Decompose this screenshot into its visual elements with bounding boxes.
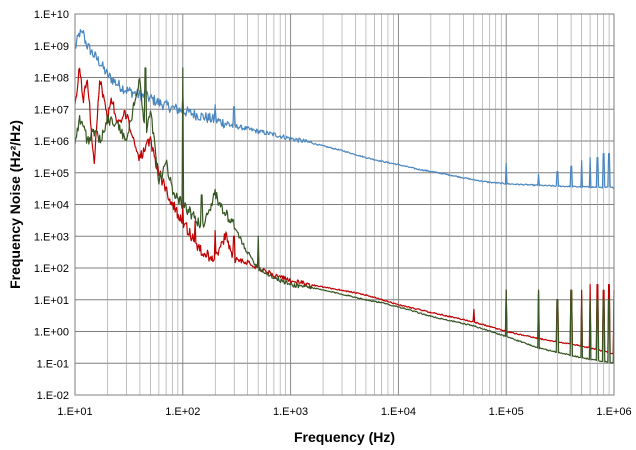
y-tick-label: 1.E-01 [37, 358, 69, 370]
y-tick-label: 1.E+04 [34, 200, 69, 212]
y-tick-label: 1.E+01 [34, 295, 69, 307]
x-tick-labels: 1.E+01 1.E+02 1.E+03 1.E+04 1.E+05 1.E+06 [57, 406, 631, 418]
y-tick-label: 1.E+08 [34, 73, 69, 85]
plot-frame [74, 13, 615, 396]
y-tick-label: 1.E+03 [34, 231, 69, 243]
series-line-2 [74, 67, 615, 355]
y-tick-label: 1.E+05 [34, 168, 69, 180]
y-axis-title: Frequency Noise (Hz²/Hz) [7, 120, 23, 289]
x-axis-title: Frequency (Hz) [294, 429, 395, 445]
x-tick-label: 1.E+05 [489, 406, 524, 418]
y-tick-label: 1.E+06 [34, 136, 69, 148]
y-tick-labels: 1.E-02 1.E-01 1.E+00 1.E+01 1.E+02 1.E+03 1.E+… [34, 9, 69, 402]
x-tick-label: 1.E+04 [381, 406, 416, 418]
y-tick-label: 1.E+09 [34, 41, 69, 53]
x-tick-label: 1.E+06 [596, 406, 631, 418]
y-tick-label: 1.E+10 [34, 9, 69, 21]
x-tick-label: 1.E+01 [57, 406, 92, 418]
y-tick-label: 1.E+07 [34, 104, 69, 116]
y-tick-label: 1.E+00 [34, 327, 69, 339]
series-layer [74, 28, 615, 364]
series-line-3 [74, 67, 615, 364]
y-tick-label: 1.E+02 [34, 263, 69, 275]
x-tick-label: 1.E+02 [165, 406, 200, 418]
series-line-1 [74, 28, 615, 189]
x-tick-label: 1.E+03 [273, 406, 308, 418]
y-tick-label: 1.E-02 [37, 390, 69, 402]
